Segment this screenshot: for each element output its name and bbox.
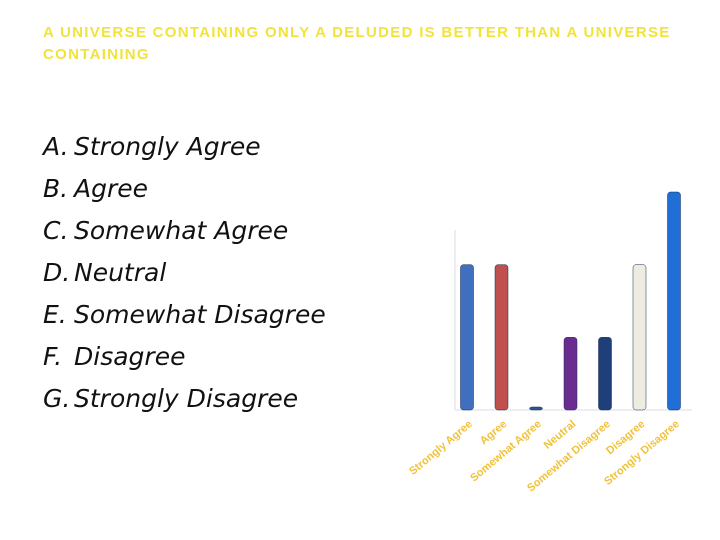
option-text: Strongly Agree <box>74 132 261 161</box>
bar <box>632 264 647 411</box>
option-text: Strongly Disagree <box>74 384 298 413</box>
value-label: 18% <box>630 248 650 259</box>
option-text: Neutral <box>74 258 166 287</box>
title: A UNIVERSE CONTAINING ONLY A DELUDED IS … <box>43 22 693 110</box>
category-label: Strongly Agree <box>407 418 475 478</box>
value-label: 18% <box>457 248 477 259</box>
title-highlight: A UNIVERSE CONTAINING ONLY A DELUDED IS … <box>43 24 671 63</box>
option-letter: G. <box>43 384 70 413</box>
option-text: Somewhat Disagree <box>74 300 326 329</box>
option-letter: F. <box>43 342 62 371</box>
value-label: 9% <box>563 320 578 331</box>
option-letter: E. <box>43 300 67 329</box>
option-letter: C. <box>43 216 68 245</box>
option-letter: A. <box>41 132 69 161</box>
bar <box>529 406 543 411</box>
bar <box>563 337 578 411</box>
option-text: Agree <box>72 174 148 203</box>
option-letter: B. <box>43 174 68 203</box>
value-label: 9% <box>598 320 613 331</box>
title-rest: ONE SENTIENT BEING WITH THE SAME BELIEFS… <box>43 46 691 107</box>
value-label: 0% <box>529 393 544 404</box>
category-label: Agree <box>478 418 510 447</box>
option-letter: D. <box>43 258 70 287</box>
option-text: Somewhat Agree <box>74 216 288 245</box>
bar <box>667 191 681 411</box>
option-text: Disagree <box>74 342 185 371</box>
bar <box>494 264 509 411</box>
value-label: 18% <box>492 248 512 259</box>
value-label: 27% <box>664 175 684 186</box>
bar <box>598 337 612 411</box>
bar <box>460 264 474 411</box>
